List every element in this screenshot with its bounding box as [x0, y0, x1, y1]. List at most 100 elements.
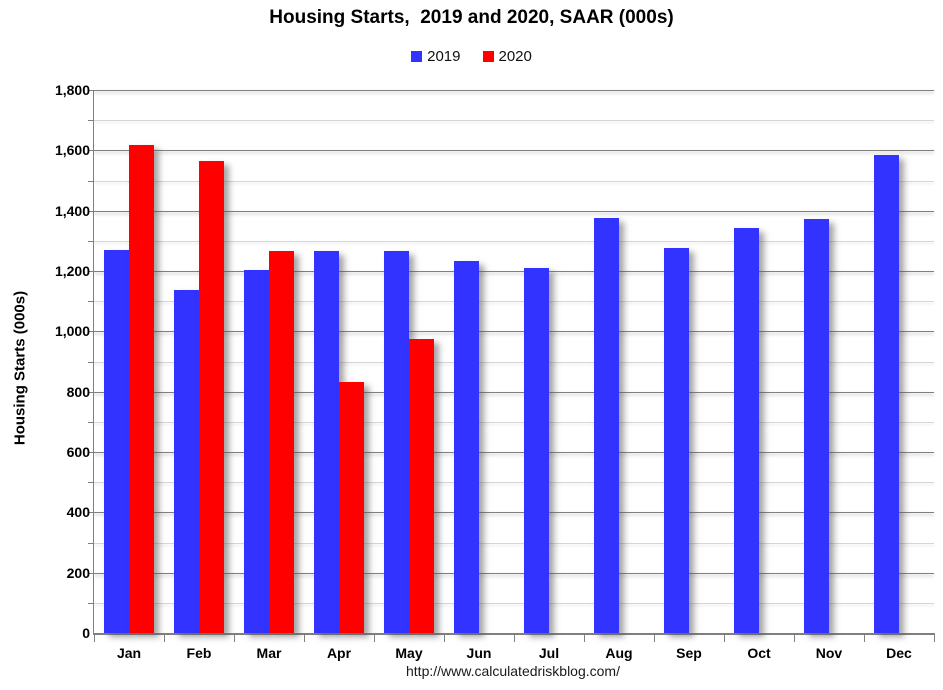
bar-2019-nov	[804, 219, 829, 633]
legend-label-2020: 2020	[498, 48, 532, 65]
bar-2020-may	[409, 338, 434, 633]
x-axis-label-feb: Feb	[186, 645, 212, 661]
gridline-1300	[94, 240, 934, 242]
x-axis-label-jun: Jun	[466, 645, 492, 661]
x-tick-4	[374, 633, 375, 642]
x-axis-label-may: May	[395, 645, 423, 661]
bar-2019-feb	[174, 290, 199, 633]
y-tick-100	[88, 602, 94, 604]
bar-2019-may	[384, 251, 409, 633]
x-tick-8	[654, 633, 655, 642]
bar-2019-mar	[244, 270, 269, 633]
bar-2019-jun	[454, 261, 479, 633]
legend-label-2019: 2019	[427, 48, 461, 65]
x-axis-label-jan: Jan	[116, 645, 142, 661]
x-tick-12	[934, 633, 935, 642]
gridline-600	[94, 452, 934, 453]
gridline-1100	[94, 301, 934, 303]
x-axis-label-mar: Mar	[256, 645, 282, 661]
y-tick-800	[88, 391, 94, 393]
y-axis-label-800: 800	[66, 383, 90, 400]
bar-2019-sep	[664, 248, 689, 633]
gridline-100	[94, 602, 934, 604]
bar-2019-aug	[594, 217, 619, 633]
y-axis-label-200: 200	[66, 564, 90, 581]
y-tick-500	[88, 482, 94, 484]
y-axis-label-1800: 1,800	[54, 82, 90, 98]
y-tick-200	[88, 572, 94, 574]
chart-title: Housing Starts, 2019 and 2020, SAAR (000…	[269, 7, 674, 28]
y-tick-1100	[88, 301, 94, 303]
gridline-1400	[94, 210, 934, 212]
gridline-1000	[94, 331, 934, 333]
x-tick-7	[584, 633, 585, 642]
bar-2020-jan	[129, 145, 154, 633]
gridline-1800	[94, 90, 934, 91]
y-tick-1600	[88, 150, 94, 152]
gridline-900	[94, 361, 934, 363]
x-axis-label-nov: Nov	[815, 645, 843, 661]
x-tick-5	[444, 633, 445, 642]
bar-2019-oct	[734, 228, 759, 633]
gridline-800	[94, 391, 934, 393]
legend-item-2019: 2019	[411, 48, 461, 65]
bar-2020-feb	[199, 160, 224, 633]
y-axis-label-1400: 1,400	[54, 202, 90, 219]
y-tick-1000	[88, 331, 94, 333]
y-tick-1200	[88, 271, 94, 272]
gridline-200	[94, 572, 934, 574]
plot-area: Jan Feb Mar Apr May Jun Jul Aug Sep Oct Nov Dec	[88, 90, 935, 661]
y-tick-900	[88, 361, 94, 363]
legend: 2019 2020	[0, 48, 943, 65]
x-tick-9	[724, 633, 725, 642]
y-tick-1700	[88, 120, 94, 122]
y-tick-1400	[88, 210, 94, 212]
gridline-1200	[94, 271, 934, 272]
bar-2020-mar	[269, 250, 294, 633]
y-tick-300	[88, 542, 94, 544]
y-axis-label-0: 0	[82, 625, 90, 641]
y-tick-1300	[88, 240, 94, 242]
x-tick-6	[514, 633, 515, 642]
y-tick-700	[88, 421, 94, 423]
x-axis-label-aug: Aug	[605, 645, 633, 661]
x-tick-11	[864, 633, 865, 642]
x-axis-label-sep: Sep	[676, 645, 702, 661]
gridline-1600	[94, 150, 934, 152]
y-tick-600	[88, 452, 94, 453]
bar-2019-apr	[314, 251, 339, 633]
gridline-300	[94, 542, 934, 544]
legend-item-2020: 2020	[482, 48, 532, 65]
bar-2019-jan	[104, 249, 129, 633]
gridline-1700	[94, 120, 934, 122]
legend-swatch-2020-icon	[482, 51, 494, 62]
gridline-700	[94, 421, 934, 423]
bar-2020-apr	[339, 381, 364, 633]
bar-2019-dec	[874, 154, 899, 633]
gridline-500	[94, 482, 934, 484]
x-axis-label-oct: Oct	[747, 645, 771, 661]
bar-2019-jul	[524, 267, 549, 633]
x-tick-2	[234, 633, 235, 642]
y-axis-label-600: 600	[66, 444, 90, 460]
y-axis-label-400: 400	[66, 504, 90, 521]
x-tick-0	[94, 633, 95, 642]
footer-url: http://www.calculatedriskblog.com/	[406, 663, 620, 679]
y-tick-1800	[88, 90, 94, 91]
y-axis-label-1200: 1,200	[54, 263, 90, 279]
x-tick-3	[304, 633, 305, 642]
x-tick-10	[794, 633, 795, 642]
y-axis-title: Housing Starts (000s)	[11, 290, 29, 446]
y-axis-label-1600: 1,600	[54, 142, 90, 159]
x-axis-label-dec: Dec	[886, 645, 912, 661]
y-tick-1500	[88, 180, 94, 182]
y-tick-400	[88, 512, 94, 514]
x-axis-label-apr: Apr	[326, 645, 352, 661]
gridline-400	[94, 512, 934, 514]
gridline-1500	[94, 180, 934, 182]
x-tick-1	[164, 633, 165, 642]
x-axis-label-jul: Jul	[538, 645, 560, 661]
legend-swatch-2019-icon	[411, 51, 423, 62]
y-axis-label-1000: 1,000	[54, 323, 90, 340]
